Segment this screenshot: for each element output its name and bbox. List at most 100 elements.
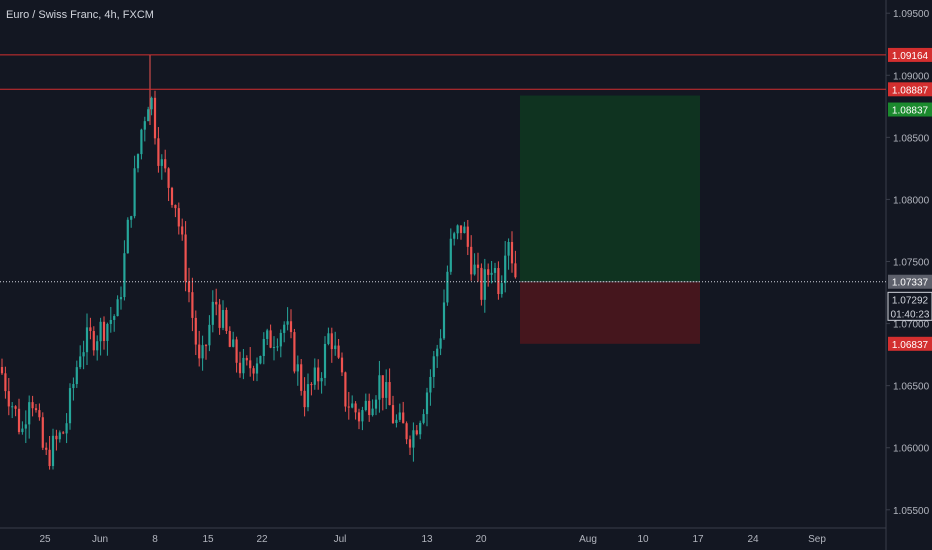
candle-body [7,391,10,407]
x-tick-label: 15 [202,534,214,545]
candle-body [429,376,432,393]
candle-body [371,408,374,416]
candle-body [208,324,211,346]
candle-body [235,339,238,363]
x-tick-label: Aug [579,534,597,545]
candle-body [140,129,143,155]
resistance-price-label: 1.08887 [892,85,929,96]
candle-body [272,347,276,349]
candle-body [79,356,82,368]
candle-body [361,410,364,422]
candle-body [381,375,384,398]
candle-body [187,281,191,293]
candle-body [201,345,204,359]
candle-body [75,367,78,385]
candle-body [51,435,55,467]
target-price-label: 1.08837 [892,106,929,117]
candle-body [191,292,194,318]
x-tick-label: 22 [256,534,268,545]
candle-body [327,333,330,344]
candle-body [504,255,507,284]
candle-body [116,299,119,317]
candle-body [449,238,452,272]
candle-body [211,301,214,325]
candle-body [215,301,218,305]
candle-body [514,263,517,278]
candle-body [133,168,136,217]
candle-body [300,364,303,391]
x-tick-label: Jun [92,534,108,545]
entry-price-label: 1.07337 [892,278,929,289]
candle-body [249,360,252,369]
candle-body [276,346,279,348]
candle-body [55,435,58,440]
candle-body [225,310,228,331]
candle-body [198,344,201,359]
candle-body [476,264,480,268]
candle-body [320,377,323,382]
candle-body [422,414,425,423]
candle-body [17,408,21,433]
resistance-price-label-bg [888,47,932,62]
candle-body [157,138,160,166]
y-tick-label: 1.06500 [893,382,930,393]
y-tick-label: 1.07000 [893,320,930,331]
candle-body [31,402,34,409]
candle-body [354,403,357,413]
candle-body [123,253,126,298]
candle-body [283,324,286,333]
candle-body [487,269,490,275]
candle-body [398,412,401,420]
candle-body [279,332,282,347]
candle-body [364,400,367,411]
stop-price-label: 1.06837 [892,340,929,351]
candle-body [334,345,337,350]
candle-body [289,321,293,333]
candle-body [259,355,262,364]
candle-body [177,208,180,227]
candle-body [385,382,388,398]
chart-title: Euro / Swiss Franc, 4h, FXCM [6,9,154,21]
candle-body [483,269,486,300]
y-tick-label: 1.09500 [893,9,930,20]
stop-price-label-bg [888,336,932,351]
candle-body [293,332,296,372]
x-tick-label: 13 [421,534,433,545]
candle-body [153,97,157,139]
candle-body [96,341,99,351]
candle-body [357,412,361,422]
candle-body [473,264,476,275]
candle-body [351,403,354,408]
candle-body [204,345,208,347]
candle-body [130,216,133,220]
stop-zone [520,281,700,344]
candle-body [38,410,41,418]
candle-body [82,352,85,357]
candle-body [255,363,259,374]
candle-body [184,234,187,282]
x-tick-label: 24 [747,534,759,545]
candle-body [269,330,272,348]
candle-body [252,368,255,374]
candle-body [497,268,500,295]
candle-body [65,423,68,434]
candle-body [286,321,289,325]
candle-body [459,225,463,234]
candle-body [296,364,299,372]
candle-body [68,388,72,424]
candle-body [493,268,497,273]
candle-body [303,390,306,408]
candle-body [317,367,320,382]
candle-body [500,283,503,295]
candle-body [439,338,442,349]
x-tick-label: Jul [334,534,347,545]
candle-body [106,323,109,341]
candle-body [432,356,435,377]
candle-body [113,316,116,320]
candle-body [313,367,316,385]
candle-body [391,405,395,424]
candle-body [45,447,48,450]
candle-body [340,357,344,373]
candle-body [160,159,163,166]
